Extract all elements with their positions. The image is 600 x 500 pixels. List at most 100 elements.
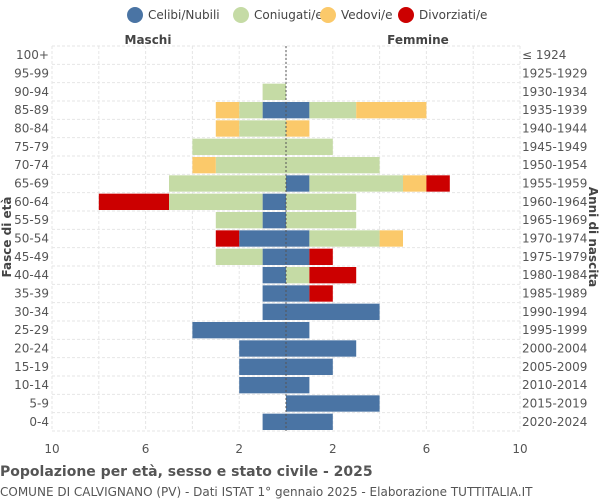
age-label-5: 75-79 bbox=[14, 140, 49, 154]
bar-male-65-69-Coniugati/e bbox=[169, 175, 286, 192]
age-label-10: 50-54 bbox=[14, 232, 49, 246]
age-label-16: 20-24 bbox=[14, 342, 49, 356]
bar-male-40-44-Celibi/Nubili bbox=[262, 267, 286, 284]
bar-female-60-64-Coniugati/e bbox=[286, 193, 357, 210]
bar-male-0-4-Celibi/Nubili bbox=[262, 413, 286, 430]
bar-male-85-89-Coniugati/e bbox=[239, 102, 263, 119]
bar-male-80-84-Coniugati/e bbox=[239, 120, 286, 137]
bar-male-25-29-Celibi/Nubili bbox=[192, 322, 286, 339]
age-label-19: 5-9 bbox=[29, 397, 49, 411]
birth-year-label-4: 1940-1944 bbox=[522, 122, 587, 136]
bar-female-5-9-Celibi/Nubili bbox=[286, 395, 380, 412]
bar-female-80-84-Vedovi/e bbox=[286, 120, 310, 137]
birth-year-labels: ≤ 1924 1925-1929 1930-1934 1935-1939 1940-19… bbox=[522, 48, 587, 429]
bar-male-50-54-Divorziati/e bbox=[215, 230, 240, 247]
y-axis-title-left: Fasce di età bbox=[0, 196, 14, 277]
age-label-11: 45-49 bbox=[14, 250, 49, 264]
age-label-12: 40-44 bbox=[14, 268, 49, 282]
legend-marker-2 bbox=[320, 7, 336, 23]
legend-marker-1 bbox=[233, 7, 249, 23]
x-tick-1: 6 bbox=[142, 442, 150, 456]
legend-marker-3 bbox=[398, 7, 414, 23]
bars bbox=[98, 83, 450, 430]
x-tick-3: 2 bbox=[329, 442, 337, 456]
bar-female-40-44-Divorziati/e bbox=[309, 267, 357, 284]
age-label-15: 25-29 bbox=[14, 323, 49, 337]
birth-year-label-1: 1925-1929 bbox=[522, 67, 587, 81]
bar-male-80-84-Vedovi/e bbox=[215, 120, 240, 137]
bar-female-85-89-Celibi/Nubili bbox=[286, 102, 310, 119]
age-label-1: 95-99 bbox=[14, 67, 49, 81]
bar-female-25-29-Celibi/Nubili bbox=[286, 322, 310, 339]
birth-year-label-14: 1990-1994 bbox=[522, 305, 587, 319]
birth-year-label-12: 1980-1984 bbox=[522, 268, 587, 282]
bar-female-20-24-Celibi/Nubili bbox=[286, 340, 357, 357]
birth-year-label-5: 1945-1949 bbox=[522, 140, 587, 154]
birth-year-label-19: 2015-2019 bbox=[522, 397, 587, 411]
males-label: Maschi bbox=[125, 33, 172, 47]
bar-female-65-69-Vedovi/e bbox=[403, 175, 427, 192]
bar-female-45-49-Divorziati/e bbox=[309, 248, 333, 265]
bar-male-30-34-Celibi/Nubili bbox=[262, 303, 286, 320]
bar-female-75-79-Coniugati/e bbox=[286, 138, 333, 155]
age-label-0: 100+ bbox=[16, 48, 49, 62]
x-tick-5: 10 bbox=[512, 442, 527, 456]
legend: Celibi/Nubili Coniugati/e Vedovi/e Divorzia… bbox=[127, 7, 487, 23]
bar-female-55-59-Coniugati/e bbox=[286, 212, 357, 229]
bar-female-50-54-Vedovi/e bbox=[379, 230, 403, 247]
birth-year-label-3: 1935-1939 bbox=[522, 103, 587, 117]
birth-year-label-2: 1930-1934 bbox=[522, 85, 587, 99]
y-axis-title-right: Anni di nascita bbox=[586, 187, 600, 287]
bar-female-10-14-Celibi/Nubili bbox=[286, 377, 310, 394]
bar-female-35-39-Divorziati/e bbox=[309, 285, 333, 302]
age-label-7: 65-69 bbox=[14, 177, 49, 191]
legend-marker-0 bbox=[127, 7, 143, 23]
birth-year-label-0: ≤ 1924 bbox=[522, 48, 566, 62]
x-tick-0: 10 bbox=[44, 442, 59, 456]
age-label-13: 35-39 bbox=[14, 287, 49, 301]
bar-female-50-54-Coniugati/e bbox=[309, 230, 380, 247]
birth-year-label-17: 2005-2009 bbox=[522, 360, 587, 374]
bar-female-85-89-Coniugati/e bbox=[309, 102, 357, 119]
bar-male-85-89-Vedovi/e bbox=[215, 102, 240, 119]
bar-male-55-59-Coniugati/e bbox=[215, 212, 263, 229]
birth-year-label-20: 2020-2024 bbox=[522, 415, 587, 429]
bar-female-45-49-Celibi/Nubili bbox=[286, 248, 310, 265]
bar-female-70-74-Coniugati/e bbox=[286, 157, 380, 174]
bar-male-10-14-Celibi/Nubili bbox=[239, 377, 286, 394]
bar-female-30-34-Celibi/Nubili bbox=[286, 303, 380, 320]
footer-subtitle: COMUNE DI CALVIGNANO (PV) - Dati ISTAT 1… bbox=[0, 485, 533, 499]
age-label-9: 55-59 bbox=[14, 213, 49, 227]
legend-label-2: Vedovi/e bbox=[341, 8, 392, 22]
bar-male-90-94-Coniugati/e bbox=[262, 83, 286, 100]
age-label-18: 10-14 bbox=[14, 378, 49, 392]
bar-male-70-74-Coniugati/e bbox=[215, 157, 286, 174]
bar-male-20-24-Celibi/Nubili bbox=[239, 340, 286, 357]
bar-female-65-69-Divorziati/e bbox=[426, 175, 450, 192]
birth-year-label-11: 1975-1979 bbox=[522, 250, 587, 264]
bar-male-60-64-Celibi/Nubili bbox=[262, 193, 286, 210]
age-label-6: 70-74 bbox=[14, 158, 49, 172]
birth-year-label-16: 2000-2004 bbox=[522, 342, 587, 356]
birth-year-label-9: 1965-1969 bbox=[522, 213, 587, 227]
x-tick-labels: 10 6 2 2 6 10 bbox=[44, 442, 527, 456]
bar-male-35-39-Celibi/Nubili bbox=[262, 285, 286, 302]
birth-year-label-15: 1995-1999 bbox=[522, 323, 587, 337]
bar-female-50-54-Celibi/Nubili bbox=[286, 230, 310, 247]
bar-female-65-69-Celibi/Nubili bbox=[286, 175, 310, 192]
bar-female-0-4-Celibi/Nubili bbox=[286, 413, 333, 430]
birth-year-label-10: 1970-1974 bbox=[522, 232, 587, 246]
bar-male-45-49-Coniugati/e bbox=[215, 248, 263, 265]
age-label-3: 85-89 bbox=[14, 103, 49, 117]
x-tick-2: 2 bbox=[235, 442, 243, 456]
birth-year-label-6: 1950-1954 bbox=[522, 158, 587, 172]
legend-label-3: Divorziati/e bbox=[419, 8, 487, 22]
bar-male-75-79-Coniugati/e bbox=[192, 138, 286, 155]
age-labels: 100+ 95-99 90-94 85-89 80-84 75-79 70-74 65-69 6… bbox=[14, 48, 49, 429]
bar-female-40-44-Coniugati/e bbox=[286, 267, 310, 284]
bar-male-55-59-Celibi/Nubili bbox=[262, 212, 286, 229]
bar-female-35-39-Celibi/Nubili bbox=[286, 285, 310, 302]
bar-female-65-69-Coniugati/e bbox=[309, 175, 403, 192]
bar-male-60-64-Coniugati/e bbox=[169, 193, 263, 210]
